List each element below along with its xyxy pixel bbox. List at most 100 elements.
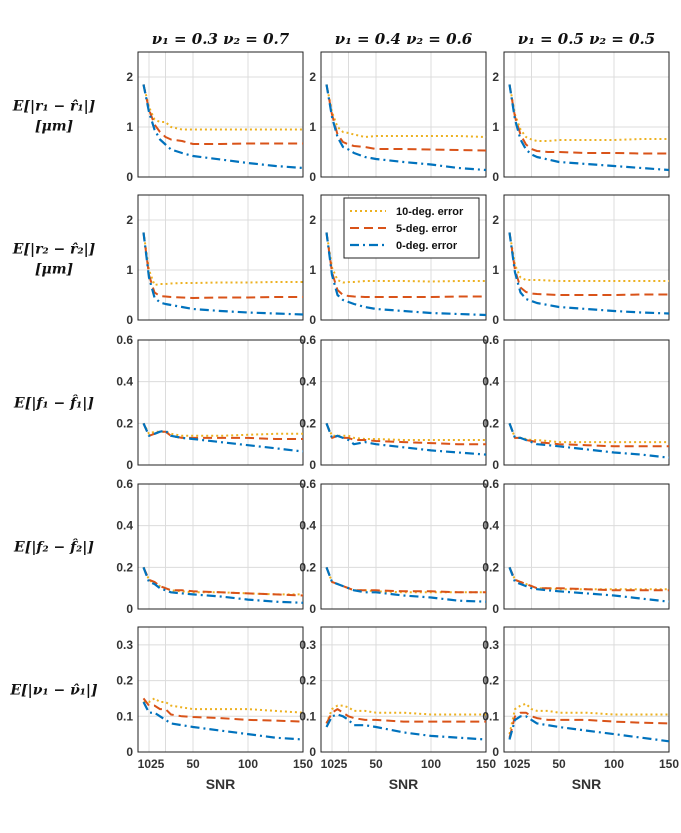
series-line-5-deg <box>142 697 304 723</box>
x-axis-label: SNR <box>206 776 236 792</box>
x-tick-label: 50 <box>186 757 200 771</box>
x-tick-label: 150 <box>476 757 496 771</box>
series-line-5-deg <box>142 232 303 299</box>
y-tick-label: 0.2 <box>116 416 133 430</box>
series-line-10-deg <box>508 232 669 282</box>
series-line-0-deg <box>325 232 487 317</box>
y-tick-label: 0.2 <box>299 416 316 430</box>
y-tick-label: 0 <box>126 745 133 759</box>
series-line-5-deg <box>508 566 669 592</box>
series-line-10-deg <box>142 84 303 131</box>
legend-label: 10-deg. error <box>396 206 464 218</box>
series-line-5-deg <box>325 84 487 152</box>
row-label: E[|ν₁ − ν̂₁|] <box>9 683 98 699</box>
panel-r5-c3: 0 0.1 0.2 0.3 1025 50 100 150 SNR <box>482 626 679 792</box>
panel-r1-c1: 0 1 2 <box>126 51 304 184</box>
series-line-10-deg <box>142 566 303 596</box>
row-label: [μm] <box>35 119 74 135</box>
y-tick-label: 0 <box>309 170 316 184</box>
y-tick-label: 0 <box>309 745 316 759</box>
series-line-10-deg <box>508 422 669 444</box>
column-title: ν₁ = 0.4 ν₂ = 0.6 <box>335 30 473 48</box>
x-tick-label: 1025 <box>138 757 165 771</box>
y-tick-label: 0.2 <box>482 674 499 688</box>
y-tick-label: 0.6 <box>116 333 133 347</box>
series-line-0-deg <box>325 84 487 172</box>
x-tick-label: 1025 <box>321 757 348 771</box>
row-label: [μm] <box>35 262 74 278</box>
y-tick-label: 0 <box>126 170 133 184</box>
y-tick-label: 0.2 <box>299 560 316 574</box>
y-tick-label: 1 <box>309 263 316 277</box>
series-line-0-deg <box>325 422 487 456</box>
series-line-5-deg <box>325 422 486 446</box>
panel-r1-c3: 0 1 2 <box>492 51 670 184</box>
y-tick-label: 0.6 <box>299 477 316 491</box>
x-tick-label: 50 <box>369 757 383 771</box>
y-tick-label: 0 <box>309 313 316 327</box>
x-tick-label: 100 <box>421 757 441 771</box>
panel-r2-c3: 0 1 2 <box>492 194 670 327</box>
y-tick-label: 0.6 <box>482 477 499 491</box>
x-tick-label: 100 <box>604 757 624 771</box>
panel-r2-c1: 0 1 2 <box>126 194 304 327</box>
series-line-10-deg <box>325 232 486 284</box>
axes-frame <box>137 339 304 466</box>
axes-frame <box>320 51 487 178</box>
axes-frame <box>137 626 304 753</box>
y-tick-label: 0.3 <box>299 638 316 652</box>
axes-frame <box>320 194 487 321</box>
y-tick-label: 0.4 <box>482 375 499 389</box>
panel-r1-c2: 0 1 2 <box>309 51 487 184</box>
series-line-0-deg <box>508 715 670 743</box>
y-tick-label: 0 <box>492 745 499 759</box>
axes-frame <box>137 51 304 178</box>
series-line-5-deg <box>325 708 486 724</box>
y-tick-label: 0 <box>309 602 316 616</box>
y-tick-label: 0.2 <box>482 416 499 430</box>
x-tick-label: 150 <box>293 757 313 771</box>
series-line-10-deg <box>142 232 303 286</box>
y-tick-label: 0 <box>492 458 499 472</box>
y-tick-label: 0.1 <box>116 709 133 723</box>
series-line-0-deg <box>508 422 670 459</box>
y-tick-label: 0.4 <box>299 375 316 389</box>
column-title: ν₁ = 0.5 ν₂ = 0.5 <box>518 30 655 48</box>
panel-r4-c3: 0 0.2 0.4 0.6 <box>482 477 670 616</box>
y-tick-label: 2 <box>126 213 133 227</box>
axes-frame <box>320 339 487 466</box>
y-tick-label: 0.3 <box>116 638 133 652</box>
y-tick-label: 2 <box>492 70 499 84</box>
y-tick-label: 0.2 <box>299 674 316 688</box>
y-tick-label: 0.6 <box>482 333 499 347</box>
series-line-5-deg <box>325 232 486 298</box>
y-tick-label: 1 <box>492 263 499 277</box>
series-line-0-deg <box>508 84 670 172</box>
panel-r5-c1: 0 0.1 0.2 0.3 1025 50 100 150 SNR <box>116 626 313 792</box>
y-tick-label: 2 <box>309 213 316 227</box>
y-tick-label: 0 <box>492 602 499 616</box>
y-tick-label: 0.1 <box>482 709 499 723</box>
axes-frame <box>503 339 670 466</box>
x-tick-label: 100 <box>238 757 258 771</box>
y-tick-label: 0 <box>492 313 499 327</box>
y-tick-label: 0 <box>492 170 499 184</box>
y-tick-label: 0 <box>126 458 133 472</box>
y-tick-label: 0.4 <box>116 375 133 389</box>
series-line-5-deg <box>142 566 304 597</box>
series-line-0-deg <box>142 84 304 170</box>
series-line-5-deg <box>142 84 303 145</box>
row-label: E[|r₁ − r̂₁|] <box>12 99 96 115</box>
panel-r3-c1: 0 0.2 0.4 0.6 <box>116 333 304 472</box>
axes-frame <box>137 194 304 321</box>
y-tick-label: 0.4 <box>299 519 316 533</box>
axes-frame <box>503 194 670 321</box>
legend-label: 5-deg. error <box>396 223 458 235</box>
series-line-0-deg <box>508 232 670 315</box>
panel-r4-c1: 0 0.2 0.4 0.6 <box>116 477 304 616</box>
legend-label: 0-deg. error <box>396 240 458 252</box>
y-tick-label: 1 <box>492 120 499 134</box>
series-line-0-deg <box>325 713 487 741</box>
y-tick-label: 0.2 <box>116 674 133 688</box>
